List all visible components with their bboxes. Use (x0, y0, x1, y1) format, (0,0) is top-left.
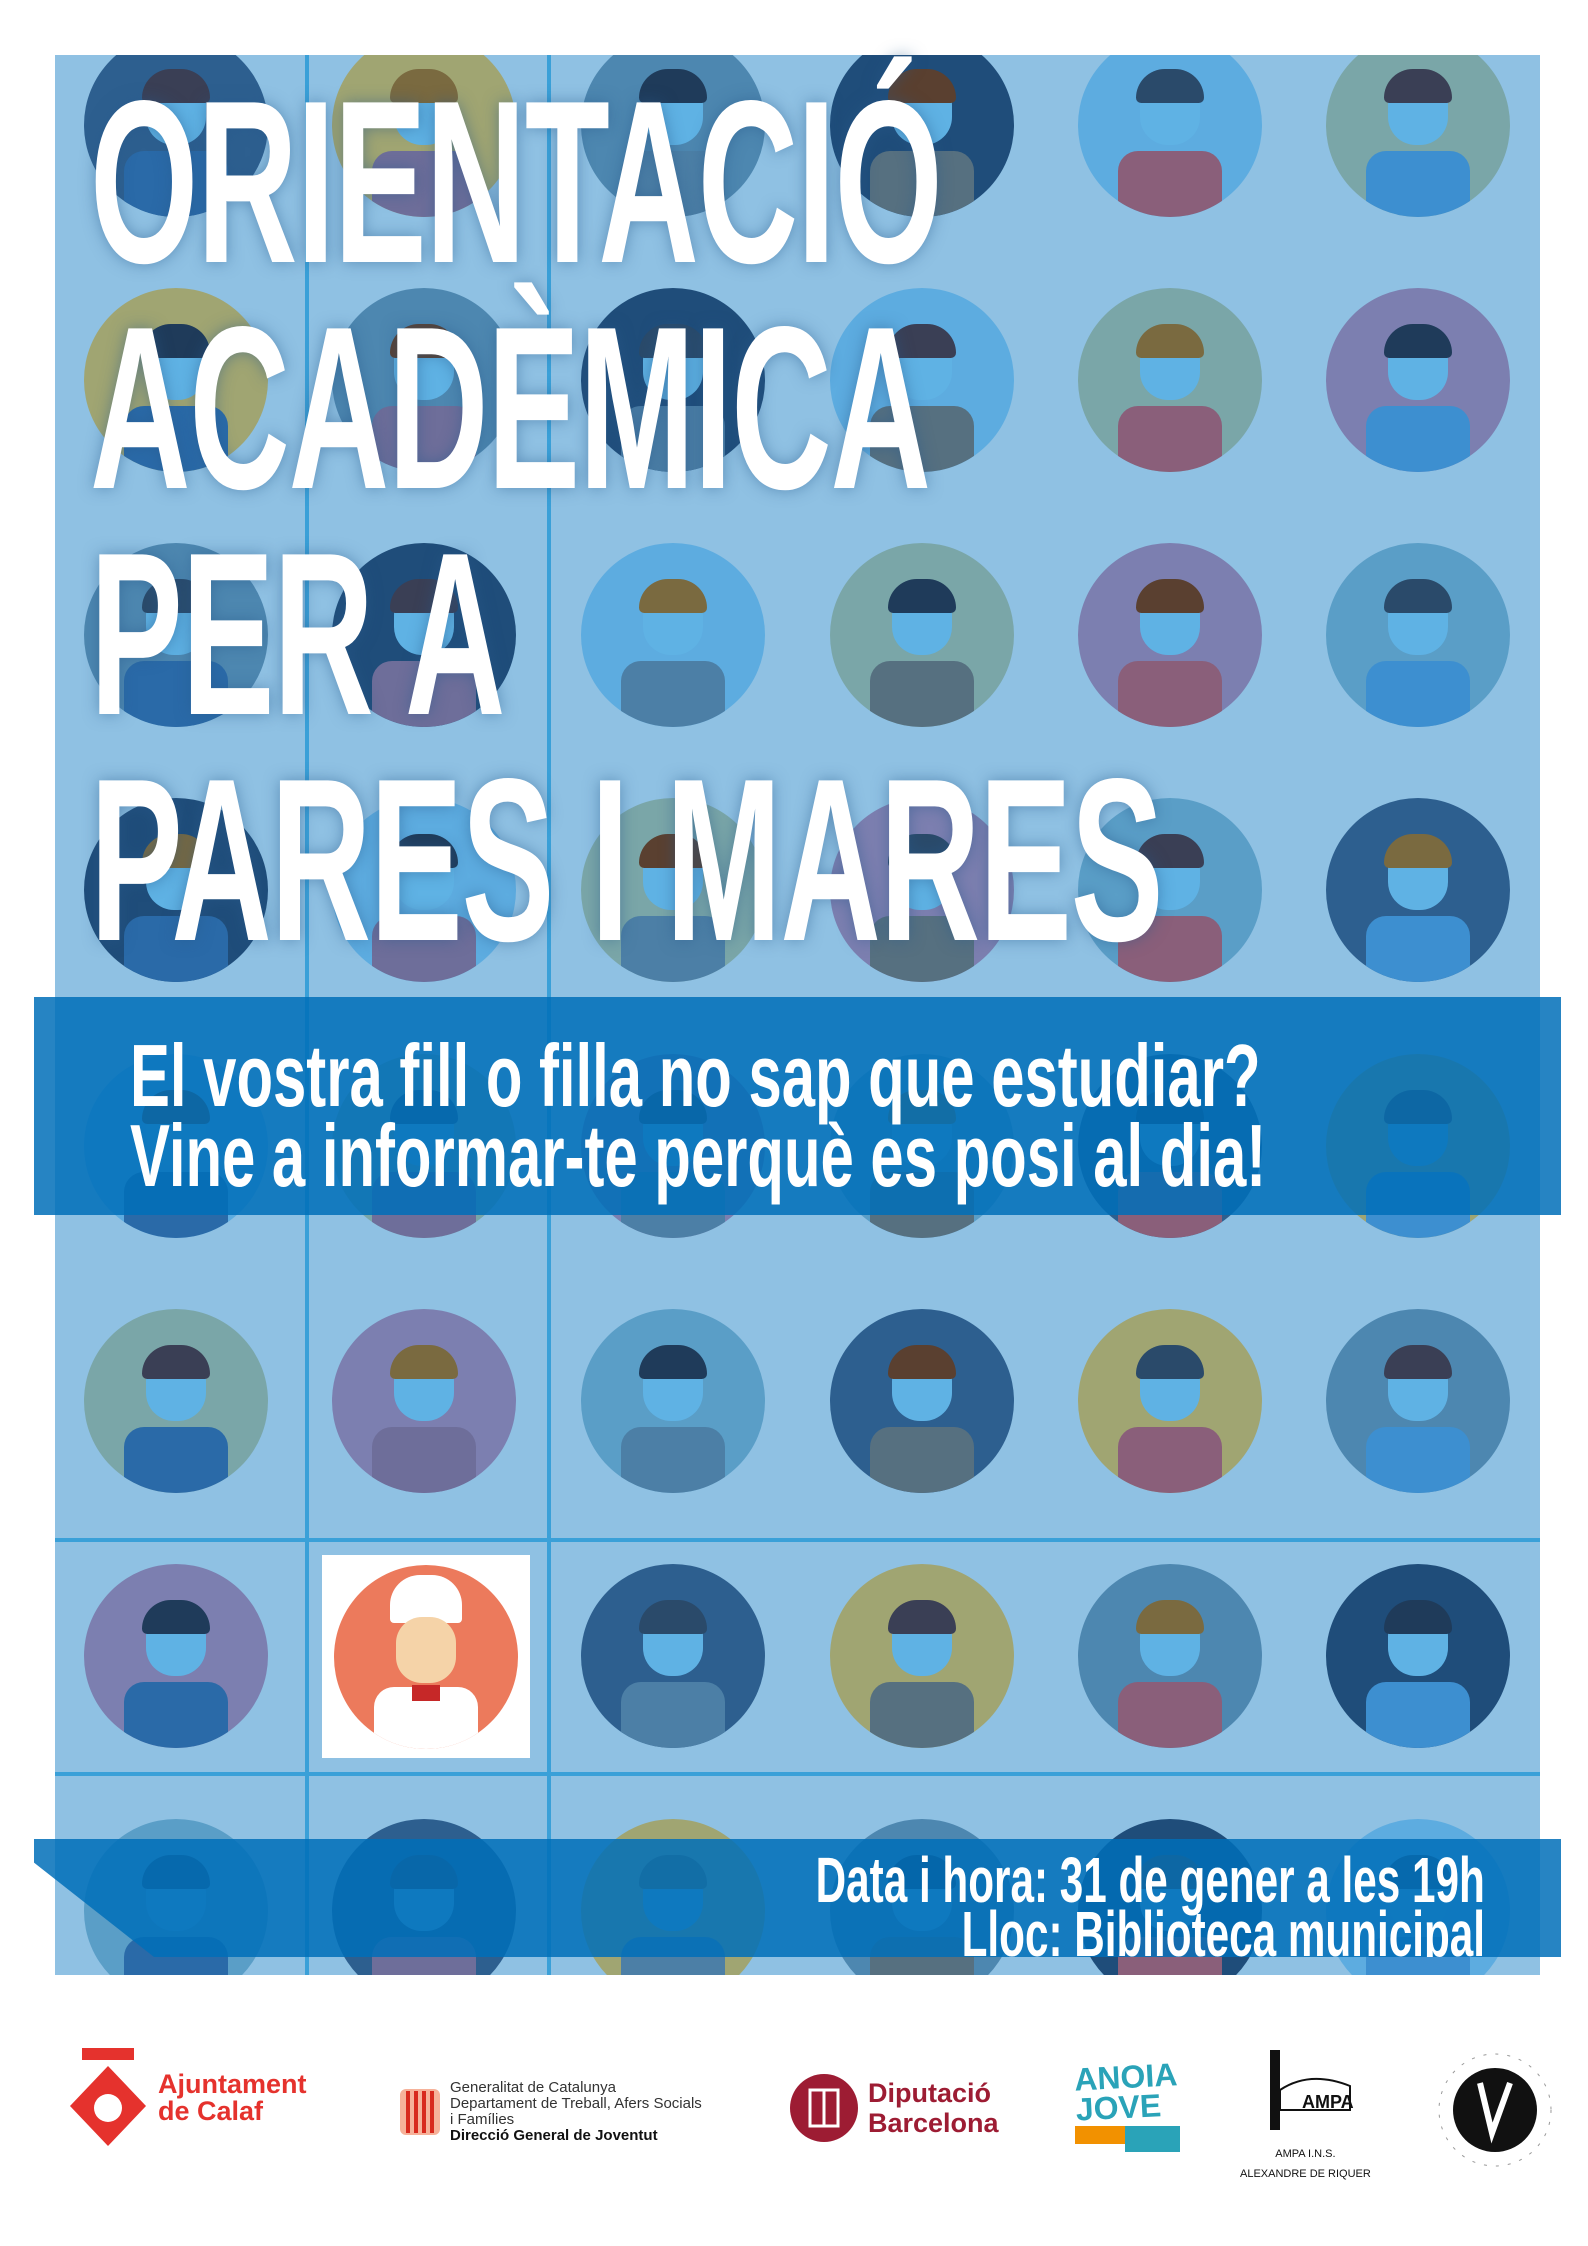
grid-line (55, 1772, 1540, 1776)
profession-avatar-icon (332, 1309, 516, 1493)
profession-avatar-icon (830, 55, 1014, 217)
svg-text:AMPA: AMPA (1302, 2092, 1354, 2112)
profession-avatar-icon (1326, 543, 1510, 727)
profession-avatar-icon (84, 288, 268, 472)
profession-avatar-icon (581, 55, 765, 217)
profession-avatar-icon (830, 1309, 1014, 1493)
profession-avatar-icon (830, 1564, 1014, 1748)
subtitle-invitation: Vine a informar-te perquè es posi al dia… (130, 1106, 1267, 1205)
logo-generalitat: Generalitat de Catalunya Departament de … (400, 2080, 702, 2144)
profession-avatar-icon (1078, 1309, 1262, 1493)
profession-avatar-icon (581, 543, 765, 727)
profession-avatar-icon (84, 1564, 268, 1748)
logo-diputacio-barcelona: Diputació Barcelona (790, 2074, 999, 2142)
profession-avatar-icon (830, 288, 1014, 472)
subtitle-band: El vostra fill o filla no sap que estudi… (34, 997, 1561, 1215)
profession-avatar-icon (1078, 288, 1262, 472)
diputacio-shield-icon (790, 2074, 858, 2142)
logo-text: Ajuntament (158, 2069, 307, 2099)
profession-avatar-icon (1078, 798, 1262, 982)
chef-icon-tile (322, 1555, 530, 1758)
profession-avatar-icon (332, 288, 516, 472)
profession-avatar-icon (1326, 55, 1510, 217)
profession-avatar-icon (1326, 798, 1510, 982)
profession-avatar-icon (332, 55, 516, 217)
profession-avatar-icon (1326, 1564, 1510, 1748)
title-line: ACADÈMICA (90, 279, 931, 538)
profession-avatar-icon (581, 1564, 765, 1748)
logo-text: Direcció General de Joventut (450, 2127, 658, 2144)
profession-avatar-icon (84, 798, 268, 982)
event-date-time: Data i hora: 31 de gener a les 19h (815, 1844, 1485, 1916)
profession-avatar-icon (1326, 1309, 1510, 1493)
profession-avatar-icon (830, 798, 1014, 982)
profession-avatar-icon (581, 798, 765, 982)
logo-text: Departament de Treball, Afers Socials (450, 2095, 702, 2112)
calaf-shield-icon (70, 2048, 146, 2146)
logo-text: AMPA I.N.S. (1275, 2148, 1336, 2160)
logo-text: i Famílies (450, 2111, 515, 2128)
poster-background (55, 55, 1540, 1975)
logo-text: ALEXANDRE DE RIQUER (1240, 2168, 1371, 2180)
profession-avatar-icon (581, 288, 765, 472)
profession-avatar-icon (1078, 1564, 1262, 1748)
profession-avatar-icon (1326, 288, 1510, 472)
logo-ampa: AMPA AMPA I.N.S. ALEXANDRE DE RIQUER (1240, 2050, 1371, 2184)
logo-text: de Calaf (158, 2096, 264, 2126)
profession-avatar-icon (581, 1309, 765, 1493)
logo-text: Diputació (868, 2078, 992, 2108)
profession-avatar-icon (1078, 55, 1262, 217)
logo-text: ANOIA JOVE (1073, 2056, 1178, 2128)
logo-text: Barcelona (868, 2108, 999, 2138)
logo-la-vibria (1430, 2048, 1560, 2173)
senyera-icon (400, 2089, 440, 2135)
ampa-tower-icon: AMPA (1270, 2050, 1354, 2130)
grid-line (55, 1538, 1540, 1542)
logo-anoia-jove: ANOIA JOVE (1073, 2056, 1180, 2152)
subtitle-question: El vostra fill o filla no sap que estudi… (130, 1026, 1261, 1125)
profession-avatar-icon (84, 1309, 268, 1493)
event-place: Lloc: Biblioteca municipal (961, 1898, 1485, 1970)
profession-avatar-icon (830, 543, 1014, 727)
profession-avatar-icon (332, 798, 516, 982)
profession-avatar-icon (84, 543, 268, 727)
title-line: ORIENTACIÓ (90, 53, 943, 312)
title-line: PARES I MARES (90, 731, 1164, 990)
event-info-band: Data i hora: 31 de gener a les 19h Lloc:… (34, 1839, 1561, 1957)
logo-ajuntament-calaf: Ajuntament de Calaf (68, 2048, 307, 2148)
logo-text: Generalitat de Catalunya (450, 2079, 616, 2096)
title-line: PER A (90, 505, 505, 764)
poster-title: ORIENTACIÓ ACADÈMICA PER A PARES I MARES (90, 53, 1164, 990)
profession-avatar-icon (84, 55, 268, 217)
vibria-logo-icon (1438, 2053, 1552, 2167)
chef-icon (334, 1565, 518, 1749)
profession-avatar-icon (1078, 543, 1262, 727)
profession-avatar-icon (332, 543, 516, 727)
